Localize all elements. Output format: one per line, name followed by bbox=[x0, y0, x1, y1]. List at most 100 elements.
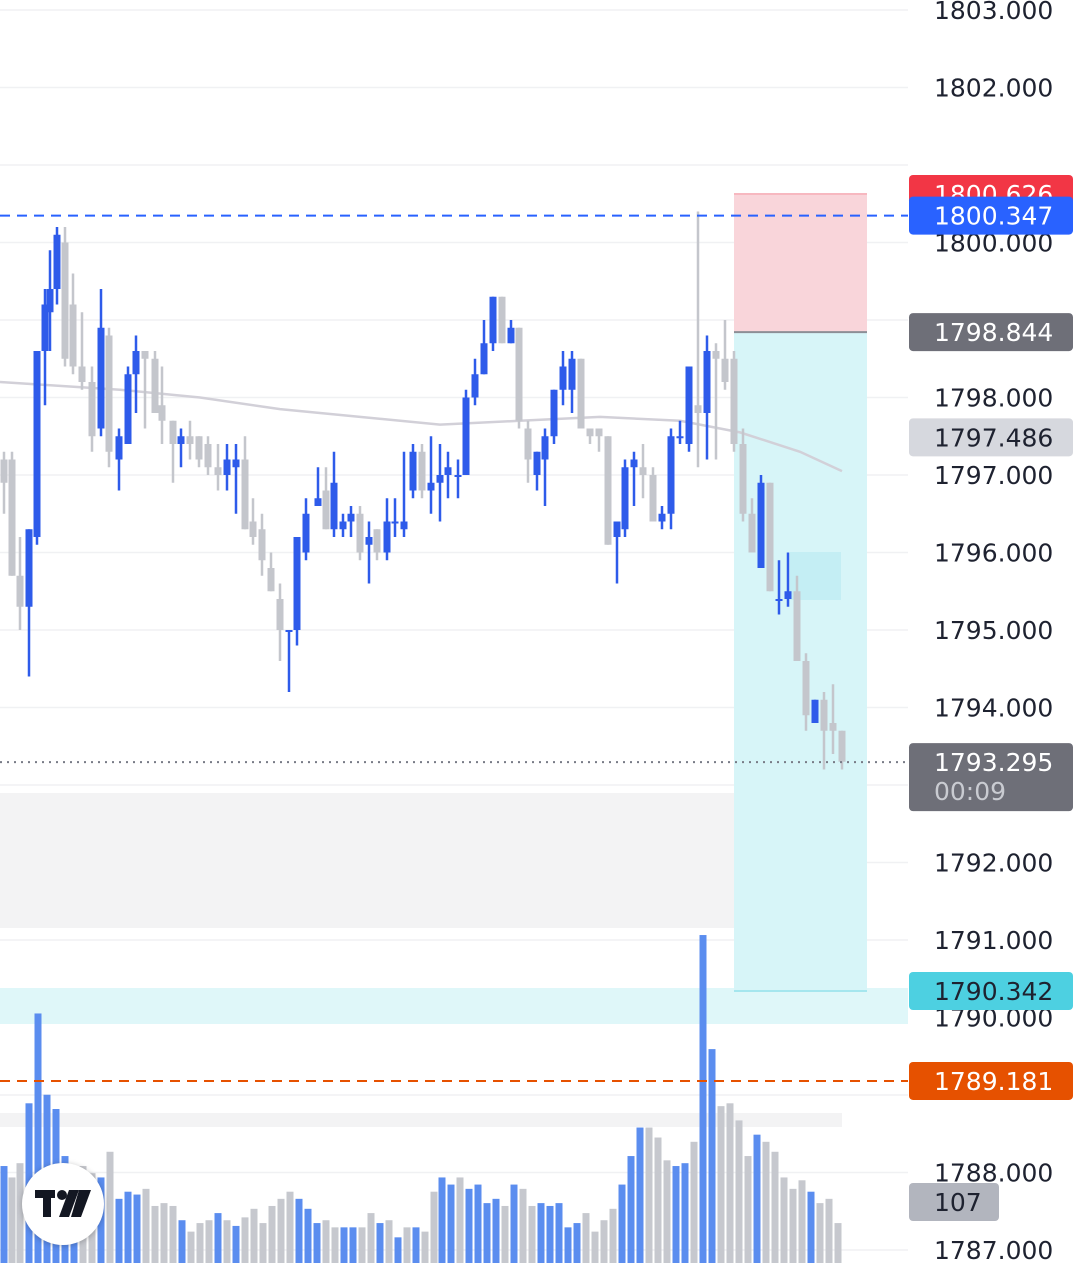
candle bbox=[775, 560, 783, 615]
volume-bar bbox=[349, 1227, 357, 1263]
candle bbox=[639, 444, 647, 499]
price-tick-label: 1798.000 bbox=[934, 384, 1053, 413]
stop-loss-zone[interactable] bbox=[734, 193, 867, 333]
price-tick-label: 1791.000 bbox=[934, 926, 1053, 955]
volume-bar bbox=[367, 1213, 375, 1263]
candle bbox=[559, 351, 567, 406]
price-tag-label: 1793.295 bbox=[934, 748, 1053, 777]
volume-bar bbox=[97, 1177, 105, 1263]
volume-bar bbox=[133, 1194, 141, 1263]
candle bbox=[151, 351, 159, 413]
volume-bar bbox=[690, 1141, 698, 1263]
candle bbox=[418, 444, 426, 499]
candle bbox=[132, 335, 140, 413]
candle bbox=[115, 428, 123, 491]
candle bbox=[276, 583, 284, 661]
candle bbox=[365, 521, 373, 584]
candle bbox=[204, 436, 212, 475]
candle bbox=[214, 444, 222, 491]
candle bbox=[105, 327, 113, 468]
candle bbox=[314, 467, 322, 506]
volume-bar bbox=[412, 1227, 420, 1263]
zones bbox=[0, 192, 908, 1127]
volume-bar bbox=[474, 1184, 482, 1263]
volume-bar bbox=[528, 1205, 536, 1263]
candle bbox=[444, 451, 452, 499]
candle bbox=[195, 436, 203, 468]
price-tick-label: 1797.000 bbox=[934, 461, 1053, 490]
price-tag-label: 1789.181 bbox=[934, 1067, 1053, 1096]
candle bbox=[685, 366, 693, 452]
candle bbox=[322, 467, 330, 530]
price-tag-label: 1797.486 bbox=[934, 423, 1053, 452]
volume-bar bbox=[223, 1220, 231, 1263]
volume-bar bbox=[780, 1177, 788, 1263]
volume-bar bbox=[564, 1227, 572, 1263]
volume-bar bbox=[645, 1127, 653, 1263]
candle bbox=[88, 366, 96, 452]
volume-bar bbox=[286, 1191, 294, 1263]
candle bbox=[802, 653, 810, 731]
candle bbox=[241, 436, 249, 530]
volume-bar bbox=[798, 1180, 806, 1263]
candle bbox=[124, 366, 132, 444]
candle bbox=[471, 358, 479, 406]
candle bbox=[630, 451, 638, 506]
volume-bar bbox=[205, 1220, 213, 1263]
candle bbox=[249, 498, 257, 545]
candle bbox=[436, 444, 444, 522]
volume-bar bbox=[600, 1220, 608, 1263]
volume-bar bbox=[358, 1227, 366, 1263]
tradingview-logo[interactable] bbox=[22, 1163, 104, 1245]
price-tag: 1798.844 bbox=[909, 313, 1073, 352]
candle bbox=[400, 451, 408, 537]
volume-bar bbox=[618, 1184, 626, 1263]
candle bbox=[347, 506, 355, 537]
volume-bar bbox=[232, 1225, 240, 1263]
candle bbox=[730, 351, 738, 452]
candle bbox=[667, 428, 675, 530]
volume-tag-label: 107 bbox=[934, 1188, 982, 1217]
volume-bar bbox=[591, 1231, 599, 1263]
price-tags: 1800.6261800.3471798.8441797.4861793.295… bbox=[909, 174, 1073, 1221]
candle bbox=[658, 506, 666, 530]
volume-bar bbox=[151, 1205, 159, 1263]
candle bbox=[649, 467, 657, 522]
candle bbox=[25, 529, 33, 677]
candle bbox=[293, 537, 301, 646]
price-tag-label: 1790.342 bbox=[934, 977, 1053, 1006]
candle bbox=[427, 436, 435, 514]
volume-bar bbox=[340, 1227, 348, 1263]
volume-bar bbox=[196, 1223, 204, 1263]
candle bbox=[811, 699, 819, 723]
candle bbox=[141, 351, 149, 429]
candle bbox=[356, 506, 364, 561]
volume-bar bbox=[753, 1134, 761, 1263]
volume-bar bbox=[699, 935, 707, 1263]
candle bbox=[784, 552, 792, 607]
candle bbox=[0, 451, 8, 514]
candle bbox=[595, 428, 603, 452]
candle bbox=[462, 389, 470, 475]
moving-average-line bbox=[0, 380, 843, 473]
volume-bar bbox=[16, 1163, 24, 1263]
candle bbox=[766, 482, 774, 592]
candle bbox=[838, 730, 846, 770]
candle bbox=[8, 451, 16, 576]
volume-bar bbox=[385, 1220, 393, 1263]
candle bbox=[53, 227, 61, 305]
candle bbox=[568, 351, 576, 413]
volume-bar bbox=[726, 1103, 734, 1263]
volume-bar bbox=[609, 1208, 617, 1263]
take-profit-zone[interactable] bbox=[734, 332, 867, 991]
volume-bar bbox=[241, 1217, 249, 1263]
price-tick-label: 1803.000 bbox=[934, 0, 1053, 25]
volume-bar bbox=[735, 1120, 743, 1263]
volume-bar bbox=[807, 1191, 815, 1263]
candle bbox=[524, 420, 532, 483]
volume-bar bbox=[636, 1127, 644, 1263]
volume-bar bbox=[681, 1163, 689, 1263]
candle bbox=[373, 529, 381, 561]
